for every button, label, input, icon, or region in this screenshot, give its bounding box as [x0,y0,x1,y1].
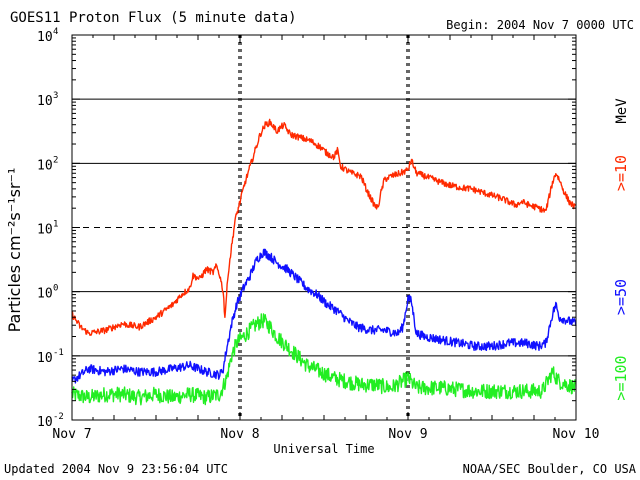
x-tick-label: Nov 7 [52,427,91,442]
series-line [71,118,577,336]
series-line [71,313,577,406]
legend: >=10 MeV >=50 >=100 [612,98,630,401]
svg-text:10: 10 [37,30,53,45]
svg-text:10: 10 [37,158,53,173]
svg-text:1: 1 [53,220,58,230]
legend-label: >=100 [612,355,630,400]
plot-background [72,35,576,420]
legend-label: >=10 [612,155,630,191]
x-tick-label: Nov 9 [388,427,427,442]
svg-text:10: 10 [37,94,53,109]
x-axis-label: Universal Time [273,442,374,456]
svg-text:2: 2 [53,155,58,165]
y-tick-label: 10 2 [37,155,58,173]
gridlines [72,98,576,357]
svg-text:10: 10 [37,351,53,366]
day-markers [238,35,410,420]
svg-text:3: 3 [53,91,58,101]
y-tick-label: 10 -1 [37,348,64,366]
y-tick-label: 10 -2 [37,412,64,430]
svg-text:-1: -1 [53,348,64,358]
svg-text:0: 0 [53,284,58,294]
svg-text:10: 10 [37,223,53,238]
y-tick-label: 10 0 [37,284,58,302]
legend-label: >=50 [612,279,630,315]
series-line [71,248,577,384]
y-tick-label: 10 4 [37,27,58,45]
credit-label: NOAA/SEC Boulder, CO USA [463,462,637,476]
x-tick-label: Nov 8 [220,427,259,442]
y-tick-label: 10 3 [37,91,58,109]
updated-timestamp: Updated 2004 Nov 9 23:56:04 UTC [4,462,228,476]
x-tick-label: Nov 10 [553,427,600,442]
legend-unit: MeV [614,98,630,124]
svg-text:4: 4 [53,27,58,37]
svg-text:10: 10 [37,287,53,302]
chart-title: GOES11 Proton Flux (5 minute data) [10,10,297,26]
x-tick-labels: Nov 7 Nov 8 Nov 9 Nov 10 [52,427,599,442]
svg-text:-2: -2 [53,412,64,422]
y-axis-label: Particles cm⁻²s⁻¹sr⁻¹ [5,168,24,333]
begin-date-label: Begin: 2004 Nov 7 0000 UTC [446,18,634,32]
svg-text:10: 10 [37,415,53,430]
axis-ticks [71,34,577,421]
y-tick-label: 10 1 [37,220,58,238]
data-series [71,118,577,406]
